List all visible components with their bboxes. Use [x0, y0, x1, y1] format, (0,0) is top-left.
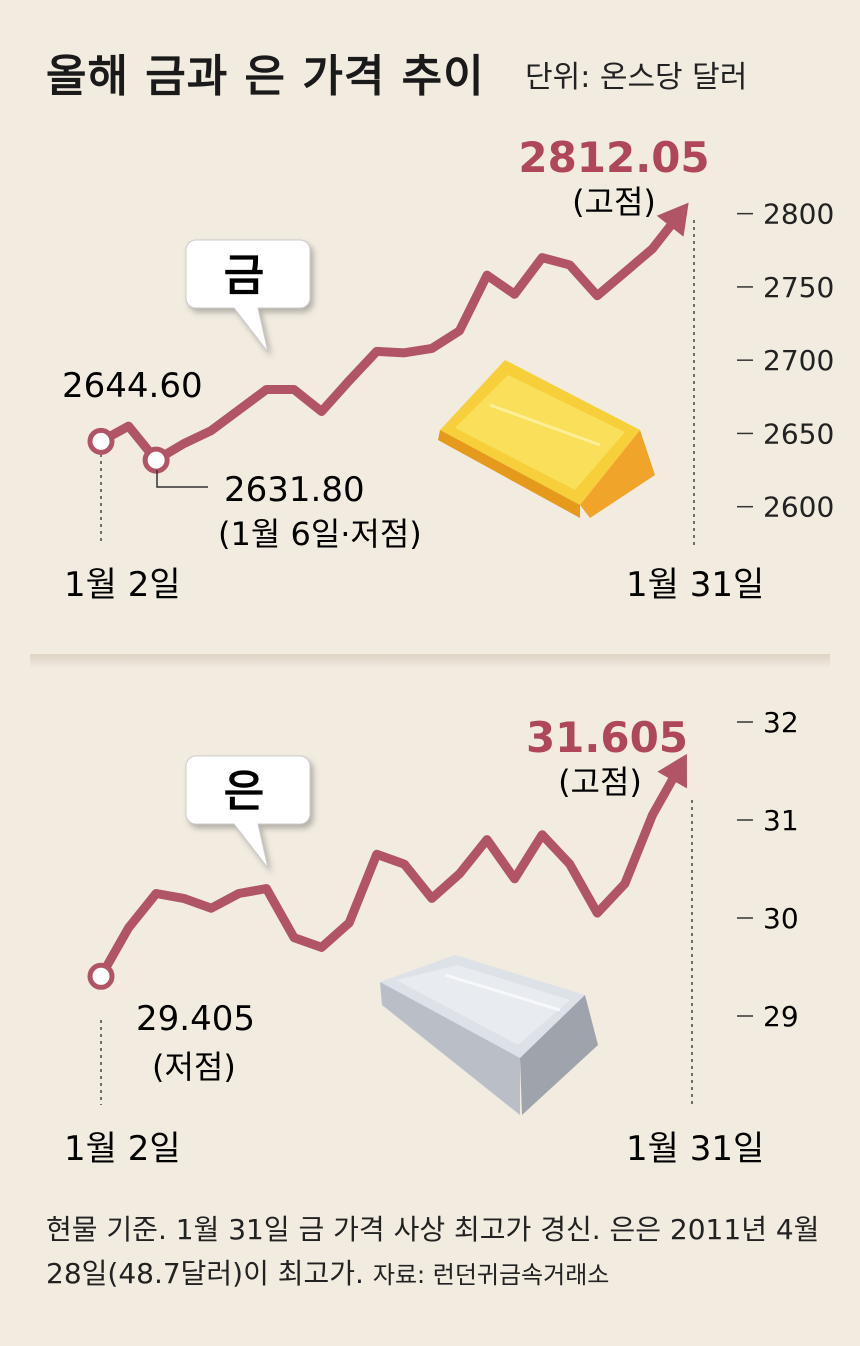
y-tick-label: 2800: [763, 198, 834, 231]
page-title: 올해 금과 은 가격 추이: [46, 51, 485, 102]
gold-start-marker: [87, 427, 115, 455]
gold-callout: 금: [185, 239, 311, 353]
y-tick-label: 2750: [763, 271, 834, 304]
y-tick-label: 2600: [763, 491, 834, 524]
gold-price-line: [96, 209, 685, 465]
y-tick-label: 31: [763, 804, 799, 837]
silver-start-marker: [87, 962, 115, 990]
silver-x-start: 1월 2일: [64, 1129, 181, 1169]
gold-chart: 2800 2750 2700 2650 2600 금 2644.60 2631.80 (…: [62, 133, 834, 605]
gold-arrow-head: [656, 202, 689, 237]
y-tick-label: 2700: [763, 344, 834, 377]
gold-high-value: 2812.05: [518, 133, 709, 182]
gold-low-value: 2631.80: [224, 470, 365, 510]
silver-start-value: 29.405: [136, 999, 255, 1039]
gold-y-axis: 2800 2750 2700 2650 2600: [737, 198, 834, 524]
source-label: 자료: 런던귀금속거래소: [372, 1261, 610, 1289]
unit-label: 단위: 온스당 달러: [525, 60, 748, 95]
silver-low-note: (저점): [152, 1048, 236, 1086]
y-tick-label: 32: [763, 706, 799, 739]
silver-bar-image: [380, 955, 598, 1115]
section-divider: [30, 654, 830, 668]
silver-high-value: 31.605: [526, 713, 688, 762]
footnote-text: 현물 기준. 1월 31일 금 가격 사상 최고가 경신. 은은 2011년 4…: [46, 1213, 820, 1290]
y-tick-label: 2650: [763, 417, 834, 450]
gold-low-marker: [142, 446, 170, 474]
gold-callout-label: 금: [224, 250, 264, 301]
gold-start-value: 2644.60: [62, 366, 203, 406]
gold-bar-image: [438, 360, 655, 518]
gold-low-leader: [156, 470, 208, 488]
silver-price-line: [96, 761, 685, 981]
footnote: 현물 기준. 1월 31일 금 가격 사상 최고가 경신. 은은 2011년 4…: [46, 1208, 836, 1297]
silver-high-note: (고점): [558, 763, 642, 801]
y-tick-label: 30: [763, 902, 799, 935]
gold-high-note: (고점): [572, 183, 656, 221]
gold-low-note: (1월 6일·저점): [218, 515, 422, 553]
silver-chart: 32 31 30 29 은 29.405 (저점) 31.605 (고점) 1월 2일…: [64, 706, 799, 1169]
gold-x-end: 1월 31일: [626, 565, 764, 605]
silver-callout-label: 은: [224, 766, 264, 817]
silver-arrow-head: [657, 753, 687, 789]
silver-callout: 은: [185, 755, 311, 869]
gold-x-start: 1월 2일: [64, 565, 181, 605]
y-tick-label: 29: [763, 1000, 799, 1033]
silver-x-end: 1월 31일: [626, 1129, 764, 1169]
silver-y-axis: 32 31 30 29: [737, 706, 799, 1033]
